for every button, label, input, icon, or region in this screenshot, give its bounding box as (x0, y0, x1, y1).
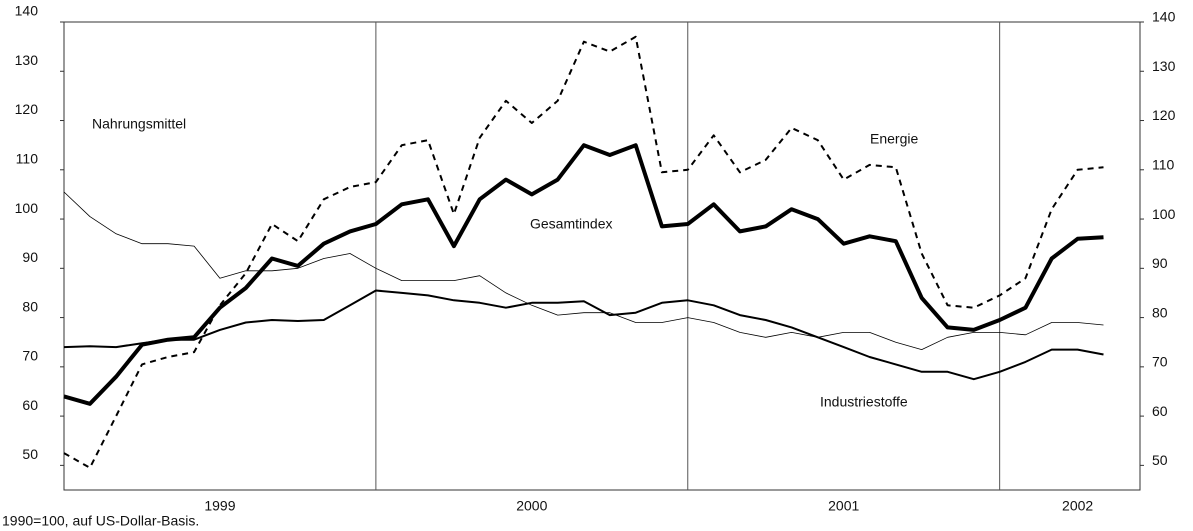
y-tick-label: 50 (22, 446, 38, 462)
y-tick-label: 70 (22, 348, 38, 364)
y2-tick-label: 100 (1152, 206, 1176, 222)
x-tick-label: 2000 (516, 498, 547, 514)
y2-tick-label: 110 (1152, 156, 1175, 172)
y2-tick-label: 50 (1152, 452, 1168, 468)
x-tick-label: 2002 (1062, 498, 1093, 514)
y2-tick-label: 130 (1152, 58, 1176, 74)
x-tick-label: 2001 (828, 498, 859, 514)
y2-tick-label: 80 (1152, 304, 1168, 320)
series-line (63, 35, 1104, 469)
y-tick-label: 140 (15, 3, 39, 19)
series-line (63, 289, 1104, 381)
series-label: Energie (870, 131, 918, 147)
y-tick-label: 90 (22, 249, 38, 265)
footnote: 1990=100, auf US-Dollar-Basis. (2, 513, 199, 529)
y-tick-label: 100 (15, 200, 39, 216)
series-label: Industriestoffe (820, 394, 908, 410)
y-tick-label: 130 (15, 52, 39, 68)
series-label: Nahrungsmittel (92, 116, 186, 132)
y-tick-label: 120 (15, 101, 39, 117)
series-label: Gesamtindex (530, 216, 612, 232)
series-line (63, 143, 1104, 406)
y2-tick-label: 70 (1152, 354, 1168, 370)
y2-tick-label: 60 (1152, 403, 1168, 419)
x-tick-label: 1999 (204, 498, 235, 514)
series-line (63, 191, 1104, 350)
plot-frame (63, 21, 1141, 491)
y-tick-label: 110 (16, 150, 39, 166)
y2-tick-label: 120 (1152, 107, 1176, 123)
y2-tick-label: 140 (1152, 9, 1176, 25)
y-tick-label: 80 (22, 298, 38, 314)
y2-tick-label: 90 (1152, 255, 1168, 271)
y-tick-label: 60 (22, 397, 38, 413)
